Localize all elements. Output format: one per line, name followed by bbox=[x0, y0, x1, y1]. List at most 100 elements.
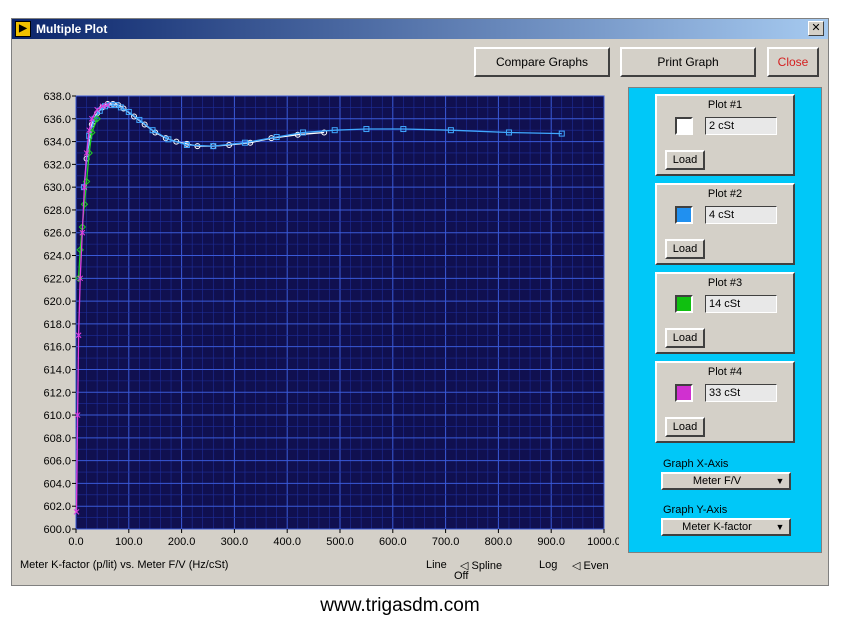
plot-2-load-button[interactable]: Load bbox=[665, 239, 705, 259]
plot-1-color-swatch[interactable] bbox=[675, 117, 693, 135]
y-axis-select[interactable]: Meter K-factor ▼ bbox=[661, 518, 791, 536]
x-tick-label: 100.0 bbox=[115, 536, 143, 548]
data-point bbox=[331, 127, 338, 134]
data-point bbox=[104, 102, 111, 108]
data-point bbox=[505, 129, 512, 136]
data-point bbox=[80, 200, 89, 208]
app-icon: ▶ bbox=[15, 21, 31, 37]
compare-graphs-button[interactable]: Compare Graphs bbox=[474, 47, 610, 77]
data-point bbox=[400, 126, 407, 133]
y-tick-label: 612.0 bbox=[43, 387, 71, 399]
x-axis-select-label: Graph X-Axis bbox=[663, 458, 729, 470]
y-tick-label: 618.0 bbox=[43, 319, 71, 331]
y-tick-label: 636.0 bbox=[43, 114, 71, 126]
y-tick-label: 608.0 bbox=[43, 433, 71, 445]
plot-2-name-field[interactable]: 4 cSt bbox=[705, 206, 777, 224]
data-point bbox=[88, 115, 95, 122]
data-point bbox=[300, 129, 307, 136]
data-point bbox=[117, 104, 124, 111]
window-close-icon[interactable]: ✕ bbox=[808, 21, 824, 36]
y-tick-label: 602.0 bbox=[43, 501, 71, 513]
data-point bbox=[125, 108, 132, 115]
data-point bbox=[149, 127, 156, 134]
y-tick-label: 624.0 bbox=[43, 251, 71, 263]
spline-toggle[interactable]: ◁ Spline bbox=[460, 560, 503, 572]
y-tick-label: 622.0 bbox=[43, 273, 71, 285]
y-tick-label: 632.0 bbox=[43, 159, 71, 171]
y-axis-select-label: Graph Y-Axis bbox=[663, 504, 728, 516]
data-point bbox=[93, 115, 101, 123]
data-point bbox=[74, 412, 81, 418]
data-point bbox=[165, 136, 172, 143]
y-tick-label: 638.0 bbox=[43, 91, 71, 103]
data-point bbox=[77, 275, 84, 282]
plot-1-load-button[interactable]: Load bbox=[665, 150, 705, 170]
data-point bbox=[183, 141, 190, 148]
plot-4-color-swatch[interactable] bbox=[675, 384, 693, 402]
chart-caption: Meter K-factor (p/lit) vs. Meter F/V (Hz… bbox=[20, 559, 229, 571]
data-point bbox=[73, 509, 80, 515]
window-title: Multiple Plot bbox=[36, 22, 108, 36]
data-point bbox=[447, 127, 454, 134]
data-point bbox=[136, 116, 143, 123]
x-tick-label: 900.0 bbox=[537, 536, 565, 548]
data-point bbox=[76, 246, 84, 254]
plot-2-color-swatch[interactable] bbox=[675, 206, 693, 224]
plot-1-name-field[interactable]: 2 cSt bbox=[705, 117, 777, 135]
y-tick-label: 600.0 bbox=[43, 524, 71, 536]
data-point bbox=[94, 106, 100, 113]
plot-3-group: Plot #3 14 cSt Load bbox=[655, 272, 795, 354]
footer-url: www.trigasdm.com bbox=[320, 595, 480, 616]
y-tick-label: 614.0 bbox=[43, 364, 71, 376]
plot-3-name-field[interactable]: 14 cSt bbox=[705, 295, 777, 313]
print-graph-button[interactable]: Print Graph bbox=[620, 47, 756, 77]
data-point bbox=[273, 134, 280, 141]
close-button[interactable]: Close bbox=[767, 47, 819, 77]
plot-4-group: Plot #4 33 cSt Load bbox=[655, 361, 795, 443]
data-point bbox=[79, 229, 86, 236]
x-tick-label: 1000.0 bbox=[587, 536, 619, 548]
even-toggle[interactable]: ◁ Even bbox=[572, 560, 609, 572]
plot-1-title: Plot #1 bbox=[707, 99, 743, 111]
x-tick-label: 700.0 bbox=[432, 536, 460, 548]
plot-control-panel: Plot #1 2 cSt Load Plot #2 4 cSt Load Pl… bbox=[628, 87, 822, 553]
x-tick-label: 800.0 bbox=[485, 536, 513, 548]
plot-4-load-button[interactable]: Load bbox=[665, 417, 705, 437]
data-point bbox=[83, 150, 90, 156]
line-toggle-label[interactable]: Line bbox=[426, 559, 447, 571]
x-tick-label: 400.0 bbox=[273, 536, 301, 548]
multiple-plot-window: ▶ Multiple Plot ✕ Compare Graphs Print G… bbox=[11, 18, 829, 586]
y-tick-label: 634.0 bbox=[43, 137, 71, 149]
x-tick-label: 300.0 bbox=[221, 536, 249, 548]
y-axis-dropdown-arrow-icon[interactable]: ▼ bbox=[775, 522, 785, 532]
data-point bbox=[131, 113, 138, 120]
chart: 600.0 602.0 604.0 606.0 608.0 610.0 612.0 614.0… bbox=[43, 91, 620, 548]
plot-2-group: Plot #2 4 cSt Load bbox=[655, 183, 795, 265]
data-point bbox=[363, 126, 370, 133]
plot-4-title: Plot #4 bbox=[707, 366, 743, 378]
data-point bbox=[81, 184, 88, 191]
y-tick-label: 628.0 bbox=[43, 205, 71, 217]
x-tick-label: 0.0 bbox=[68, 536, 83, 548]
y-axis-select-value: Meter K-factor bbox=[682, 521, 752, 533]
x-tick-label: 200.0 bbox=[168, 536, 196, 548]
x-axis-dropdown-arrow-icon[interactable]: ▼ bbox=[775, 476, 785, 486]
data-point bbox=[99, 103, 106, 110]
y-tick-label: 616.0 bbox=[43, 342, 71, 354]
data-point bbox=[75, 332, 82, 339]
series-line-14-cst bbox=[77, 118, 98, 279]
data-point bbox=[321, 129, 328, 136]
plot-4-name-field[interactable]: 33 cSt bbox=[705, 384, 777, 402]
data-point bbox=[210, 143, 217, 150]
graph-area: 600.0 602.0 604.0 606.0 608.0 610.0 612.0 614.0… bbox=[19, 85, 621, 565]
log-toggle-label[interactable]: Log bbox=[539, 559, 558, 571]
y-tick-label: 620.0 bbox=[43, 296, 71, 308]
data-point bbox=[558, 130, 565, 137]
y-tick-label: 604.0 bbox=[43, 478, 71, 490]
y-tick-label: 610.0 bbox=[43, 410, 71, 422]
plot-3-color-swatch[interactable] bbox=[675, 295, 693, 313]
x-axis-select[interactable]: Meter F/V ▼ bbox=[661, 472, 791, 490]
x-tick-label: 500.0 bbox=[326, 536, 354, 548]
data-point bbox=[241, 139, 248, 146]
plot-3-load-button[interactable]: Load bbox=[665, 328, 705, 348]
